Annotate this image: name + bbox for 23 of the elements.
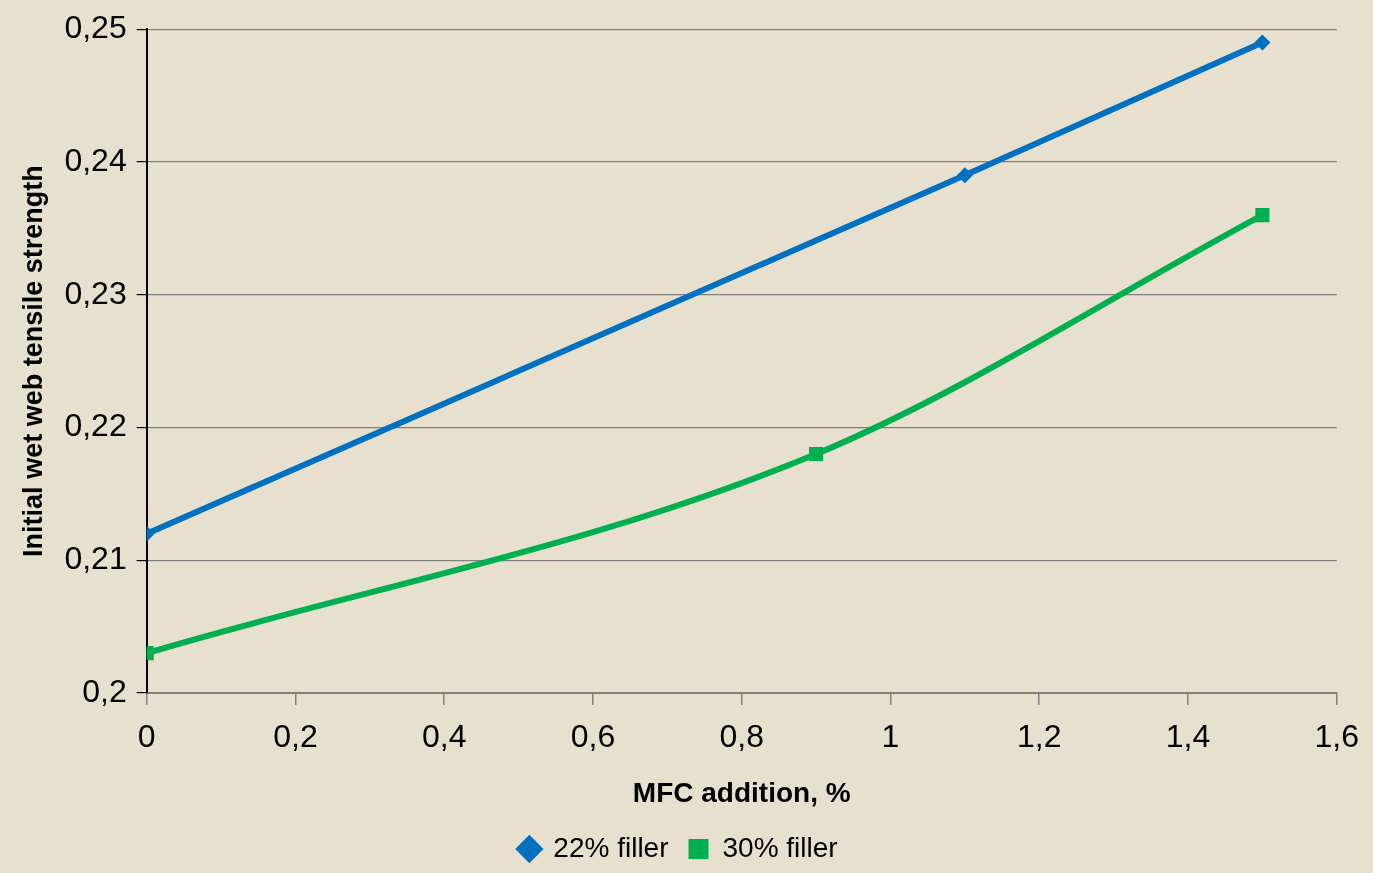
- x-tick-label: 1,4: [1165, 718, 1211, 755]
- x-tick-label: 0,2: [273, 718, 318, 755]
- y-tick-label: 0,23: [64, 274, 127, 311]
- y-tick-label: 0,24: [64, 141, 127, 178]
- x-axis-title: MFC addition, %: [632, 776, 851, 808]
- point: [956, 167, 973, 184]
- y-tick-label: 0,21: [64, 540, 127, 577]
- y-tick-label: 0,2: [82, 672, 127, 709]
- x-tick-label: 1,2: [1017, 718, 1062, 755]
- point: [809, 446, 824, 462]
- x-tick-label: 1: [881, 718, 900, 755]
- legend-label: 30% filler: [722, 831, 838, 863]
- point: [1254, 34, 1271, 51]
- y-axis-title: Initial wet web tensile strength: [17, 165, 48, 557]
- legend-label: 22% filler: [553, 831, 669, 863]
- x-tick-label: 0,4: [421, 718, 467, 755]
- x-tick-label: 1,6: [1314, 718, 1359, 755]
- x-tick-label: 0,6: [570, 718, 616, 755]
- x-tick-label: 0: [137, 718, 156, 755]
- y-tick-label: 0,25: [64, 9, 127, 46]
- point: [1255, 207, 1270, 223]
- y-tick-label: 0,22: [64, 407, 127, 444]
- x-tick-label: 0,8: [719, 718, 764, 755]
